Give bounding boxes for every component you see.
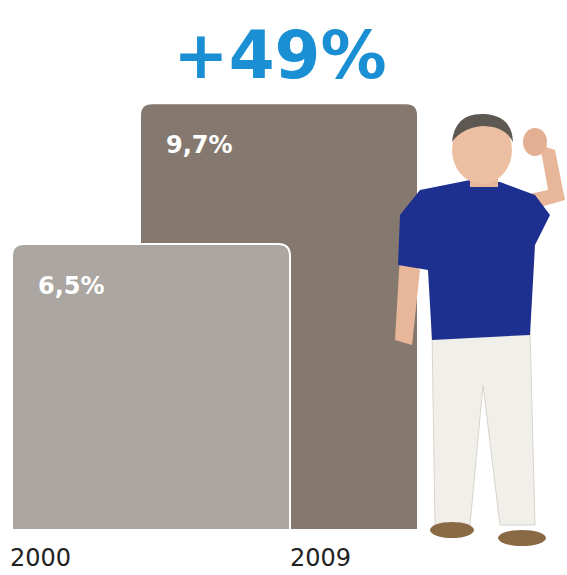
data-label: 9,7% <box>166 131 233 159</box>
chart: +49% 6,5% 9,7% 2000 2009 <box>0 0 567 575</box>
title: +49% <box>173 17 386 94</box>
bars <box>12 103 418 530</box>
data-label: 6,5% <box>38 272 105 300</box>
x-tick-label: 2009 <box>290 544 351 572</box>
chart-root: +49% 6,5% 9,7% 2000 2009 <box>0 0 567 575</box>
bar <box>12 244 290 530</box>
x-tick-label: 2000 <box>10 544 71 572</box>
person-illustration <box>395 114 565 546</box>
